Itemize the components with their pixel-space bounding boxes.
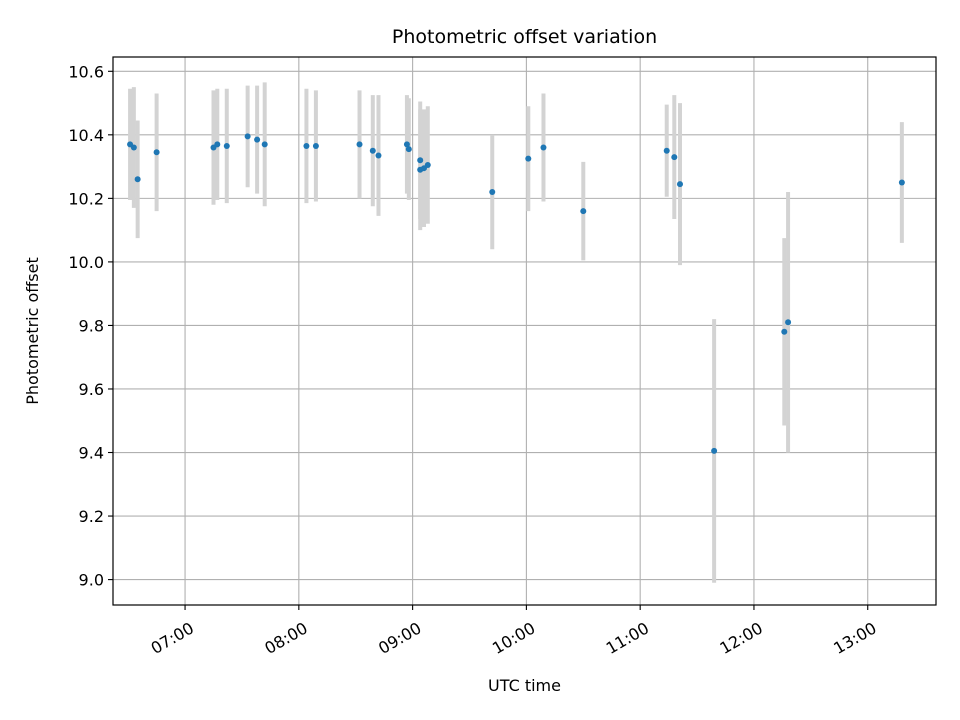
data-point xyxy=(417,157,424,164)
data-point xyxy=(781,328,788,335)
y-tick-label: 10.6 xyxy=(68,62,104,81)
grid-lines xyxy=(113,57,936,605)
y-tick-label: 9.2 xyxy=(79,507,104,526)
data-point xyxy=(303,142,310,149)
y-axis-ticks: 9.0 9.2 9.4 9.6 9.8 10.0 10.2 10.4 10.6 xyxy=(68,62,113,590)
data-points xyxy=(127,133,905,454)
y-tick-label: 9.4 xyxy=(79,444,104,463)
data-point xyxy=(261,141,268,148)
plot-frame xyxy=(112,56,937,606)
data-point xyxy=(489,189,496,196)
data-point xyxy=(540,144,547,151)
data-point xyxy=(525,155,532,162)
data-point xyxy=(134,176,141,183)
y-tick-label: 10.2 xyxy=(68,189,104,208)
data-point xyxy=(153,149,160,156)
y-tick-label: 9.8 xyxy=(79,316,104,335)
data-point xyxy=(711,447,718,454)
data-point xyxy=(405,146,412,153)
data-point xyxy=(254,136,261,143)
data-point xyxy=(244,133,251,140)
plot-area xyxy=(113,57,936,605)
data-point xyxy=(424,162,431,169)
data-point xyxy=(375,152,382,159)
x-axis-title: UTC time xyxy=(488,676,561,695)
data-point xyxy=(663,147,670,154)
y-tick-label: 9.6 xyxy=(79,380,104,399)
data-point xyxy=(369,147,376,154)
y-axis-title: Photometric offset xyxy=(23,257,42,405)
y-tick-label: 9.0 xyxy=(79,571,104,590)
data-point xyxy=(223,142,230,149)
y-tick-label: 10.4 xyxy=(68,126,104,145)
data-point xyxy=(676,181,683,188)
data-point xyxy=(898,179,905,186)
data-point xyxy=(214,141,221,148)
chart-title: Photometric offset variation xyxy=(392,26,657,48)
data-point xyxy=(403,141,410,148)
data-point xyxy=(785,319,792,326)
data-point xyxy=(312,142,319,149)
data-point xyxy=(580,208,587,215)
data-point xyxy=(130,144,137,151)
data-point xyxy=(671,154,678,161)
data-point xyxy=(356,141,363,148)
y-tick-label: 10.0 xyxy=(68,253,104,272)
